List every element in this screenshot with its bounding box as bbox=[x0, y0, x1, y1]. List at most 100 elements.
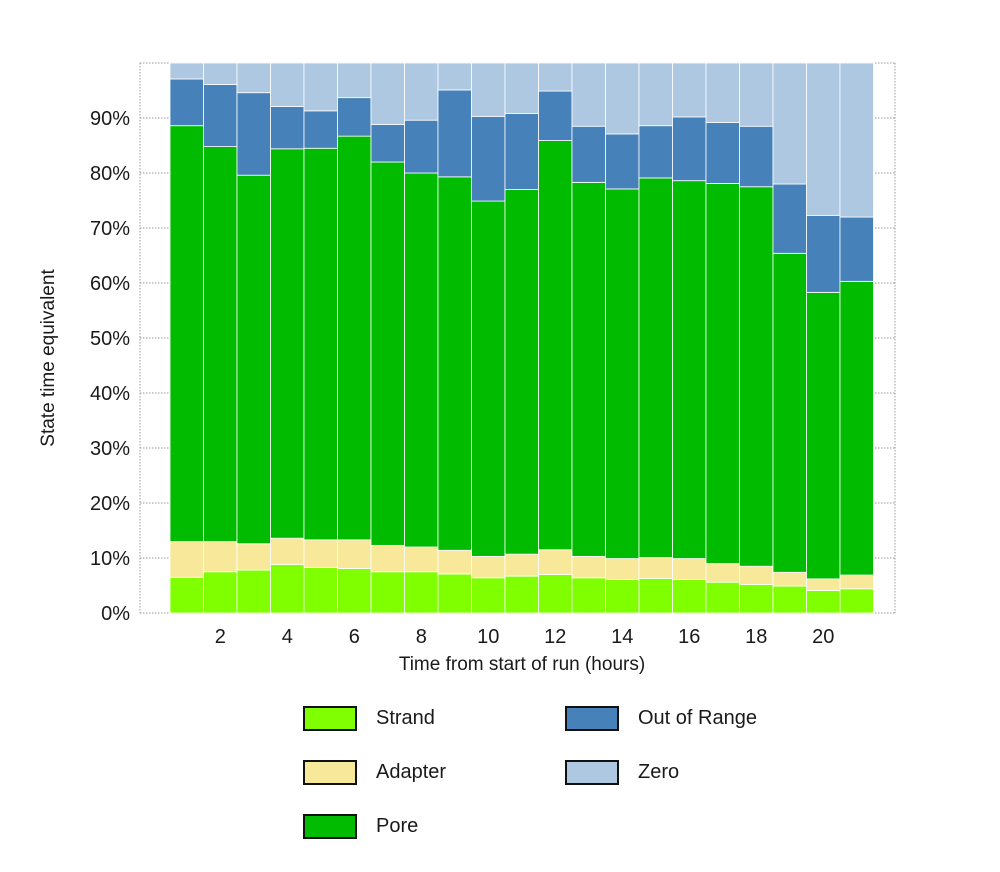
bar-segment-adapter bbox=[236, 543, 271, 571]
bar-segment-adapter bbox=[672, 558, 707, 580]
bar-stack-hour-3 bbox=[236, 62, 271, 614]
bar-segment-zero bbox=[806, 62, 841, 216]
y-tick-label: 80% bbox=[90, 163, 130, 185]
bar-segment-pore bbox=[739, 186, 774, 567]
bar-segment-strand bbox=[705, 581, 740, 614]
legend-label-pore: Pore bbox=[376, 815, 419, 837]
bar-segment-strand bbox=[169, 576, 204, 614]
y-tick-label: 20% bbox=[90, 493, 130, 515]
bar-segment-out-of-range bbox=[705, 122, 740, 184]
bar-segment-adapter bbox=[806, 578, 841, 591]
bar-segment-zero bbox=[504, 62, 539, 114]
bar-stack-hour-17 bbox=[705, 62, 740, 614]
x-tick-label: 8 bbox=[416, 626, 427, 648]
bar-segment-strand bbox=[739, 584, 774, 614]
bar-stack-hour-2 bbox=[203, 62, 238, 614]
bar-segment-strand bbox=[471, 577, 506, 614]
bar-stack-hour-14 bbox=[605, 62, 640, 614]
bar-segment-out-of-range bbox=[605, 133, 640, 190]
bar-segment-pore bbox=[404, 172, 439, 548]
bar-segment-zero bbox=[605, 62, 640, 135]
bar-stack-hour-12 bbox=[538, 62, 573, 614]
bar-segment-out-of-range bbox=[404, 119, 439, 174]
legend-label-strand: Strand bbox=[376, 707, 435, 729]
bar-segment-zero bbox=[203, 62, 238, 85]
bar-segment-pore bbox=[370, 161, 405, 546]
bar-segment-adapter bbox=[504, 553, 539, 577]
bar-segment-zero bbox=[839, 62, 874, 218]
x-tick-label: 10 bbox=[477, 626, 499, 648]
y-tick-label: 90% bbox=[90, 108, 130, 130]
y-tick-label: 70% bbox=[90, 218, 130, 240]
bar-segment-adapter bbox=[437, 549, 472, 575]
bar-segment-zero bbox=[169, 62, 204, 80]
bar-segment-adapter bbox=[605, 558, 640, 580]
bar-segment-out-of-range bbox=[337, 97, 372, 137]
x-tick-label: 12 bbox=[544, 626, 566, 648]
bar-stack-hour-20 bbox=[806, 62, 841, 614]
x-tick-label: 14 bbox=[611, 626, 633, 648]
bar-stack-hour-13 bbox=[571, 62, 606, 614]
bar-segment-strand bbox=[303, 566, 338, 614]
bar-segment-out-of-range bbox=[471, 115, 506, 202]
bar-stack-hour-18 bbox=[739, 62, 774, 614]
bar-segment-adapter bbox=[571, 555, 606, 579]
bar-segment-zero bbox=[638, 62, 673, 127]
bar-segment-adapter bbox=[538, 549, 573, 575]
bar-segment-out-of-range bbox=[739, 125, 774, 188]
bar-segment-adapter bbox=[203, 541, 238, 573]
x-tick-label: 2 bbox=[215, 626, 226, 648]
bar-segment-strand bbox=[672, 579, 707, 614]
bar-segment-pore bbox=[471, 200, 506, 557]
legend-label-adapter: Adapter bbox=[376, 761, 447, 783]
bar-segment-pore bbox=[303, 147, 338, 541]
legend-item-pore: Pore bbox=[303, 814, 418, 839]
bar-segment-zero bbox=[772, 62, 807, 185]
legend-item-zero: Zero bbox=[565, 760, 679, 785]
bar-stack-hour-11 bbox=[504, 62, 539, 614]
bar-segment-strand bbox=[404, 571, 439, 614]
bar-stack-hour-16 bbox=[672, 62, 707, 614]
bar-segment-zero bbox=[739, 62, 774, 127]
bar-segment-out-of-range bbox=[638, 125, 673, 179]
legend-label-zero: Zero bbox=[638, 761, 680, 783]
bar-segment-strand bbox=[337, 568, 372, 614]
bar-segment-pore bbox=[538, 140, 573, 551]
bar-segment-strand bbox=[437, 573, 472, 614]
bar-segment-adapter bbox=[404, 546, 439, 573]
bar-segment-zero bbox=[404, 62, 439, 121]
bar-segment-pore bbox=[839, 280, 874, 576]
bar-segment-out-of-range bbox=[437, 89, 472, 178]
bar-segment-out-of-range bbox=[270, 106, 305, 150]
bar-segment-pore bbox=[337, 135, 372, 541]
x-axis-title: Time from start of run (hours) bbox=[399, 654, 645, 675]
bar-segment-out-of-range bbox=[538, 90, 573, 141]
legend-label-out-of-range: Out of Range bbox=[638, 707, 757, 729]
bar-segment-zero bbox=[672, 62, 707, 118]
bar-segment-out-of-range bbox=[504, 113, 539, 190]
bar-segment-adapter bbox=[169, 541, 204, 578]
bar-segment-out-of-range bbox=[772, 183, 807, 254]
y-tick-label: 0% bbox=[101, 603, 130, 625]
bar-segment-strand bbox=[270, 564, 305, 614]
bar-segment-adapter bbox=[705, 563, 740, 583]
bar-segment-strand bbox=[203, 571, 238, 614]
x-tick-label: 18 bbox=[745, 626, 767, 648]
bar-segment-out-of-range bbox=[672, 116, 707, 182]
bar-segment-strand bbox=[370, 571, 405, 614]
bar-stack-hour-10 bbox=[471, 62, 506, 614]
bar-segment-adapter bbox=[772, 571, 807, 587]
x-tick-label: 4 bbox=[282, 626, 293, 648]
x-tick-label: 6 bbox=[349, 626, 360, 648]
bar-segment-zero bbox=[337, 62, 372, 99]
legend-swatch-adapter bbox=[303, 760, 357, 785]
bar-segment-strand bbox=[504, 575, 539, 614]
bar-stack-hour-9 bbox=[437, 62, 472, 614]
bar-segment-strand bbox=[571, 577, 606, 614]
bar-segment-pore bbox=[504, 189, 539, 555]
bar-segment-pore bbox=[203, 146, 238, 542]
bar-segment-pore bbox=[571, 181, 606, 557]
bar-segment-zero bbox=[571, 62, 606, 127]
bar-segment-pore bbox=[270, 148, 305, 539]
bar-segment-adapter bbox=[270, 537, 305, 566]
